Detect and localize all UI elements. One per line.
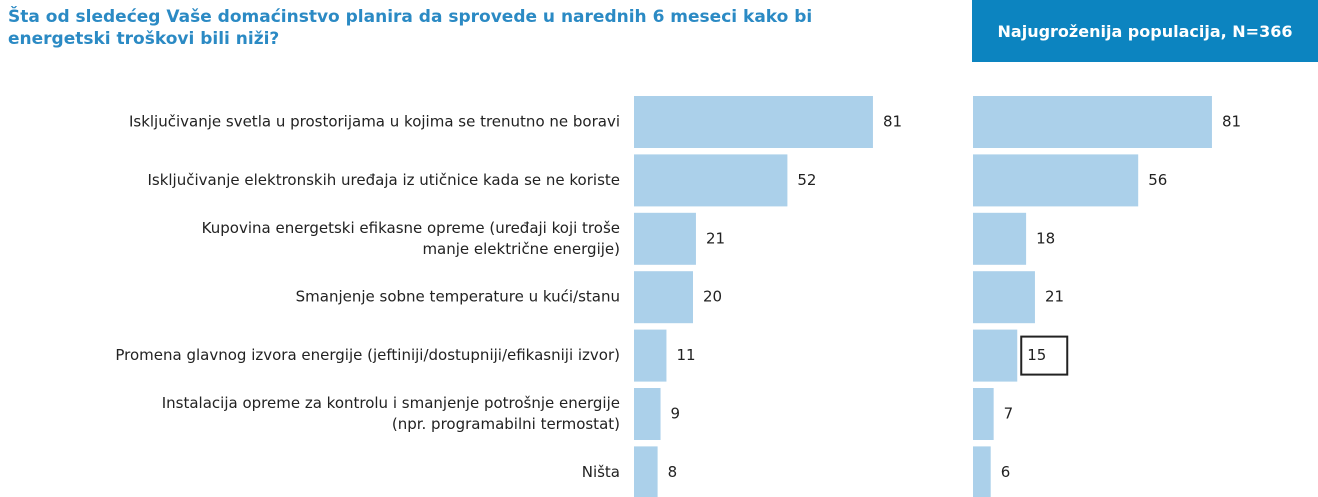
category-label: Isključivanje elektronskih uređaja iz ut…: [147, 171, 620, 189]
bar: [634, 271, 693, 324]
bar: [973, 446, 991, 497]
chart-title: Šta od sledećeg Vaše domaćinstvo planira…: [8, 7, 813, 49]
panel-header: Najugroženija populacija, N=366: [972, 0, 1318, 62]
category-label: (npr. programabilni termostat): [392, 415, 620, 433]
bar: [634, 446, 658, 497]
bar: [634, 212, 696, 265]
bar: [634, 96, 873, 148]
value-label: 9: [671, 405, 681, 423]
value-label: 21: [706, 229, 725, 247]
value-label: 8: [668, 463, 678, 481]
value-label: 11: [676, 346, 695, 364]
value-label: 6: [1001, 463, 1011, 481]
value-label: 18: [1036, 229, 1055, 247]
value-label: 56: [1148, 171, 1167, 189]
value-label: 81: [1222, 113, 1241, 131]
value-label: 20: [703, 288, 722, 306]
category-label: Instalacija opreme za kontrolu i smanjen…: [162, 394, 620, 412]
value-label: 15: [1027, 346, 1046, 364]
category-label: Kupovina energetski efikasne opreme (ure…: [202, 219, 620, 237]
bar: [973, 271, 1035, 324]
highlight-box: [1020, 335, 1069, 376]
bar: [973, 96, 1212, 148]
bar: [634, 388, 661, 440]
bar: [973, 154, 1139, 207]
bar: [973, 388, 994, 440]
value-label: 7: [1004, 405, 1014, 423]
category-label: Ništa: [582, 463, 620, 481]
bar: [973, 212, 1027, 265]
bar: [634, 154, 788, 207]
bar: [634, 329, 667, 382]
value-label: 21: [1045, 288, 1064, 306]
category-label: manje električne energije): [422, 240, 620, 258]
category-label: Promena glavnog izvora energije (jeftini…: [115, 346, 620, 364]
value-label: 52: [797, 171, 816, 189]
value-label: 81: [883, 113, 902, 131]
category-label: Smanjenje sobne temperature u kući/stanu: [296, 288, 620, 306]
category-label: Isključivanje svetla u prostorijama u ko…: [129, 113, 620, 131]
bar: [973, 329, 1018, 382]
